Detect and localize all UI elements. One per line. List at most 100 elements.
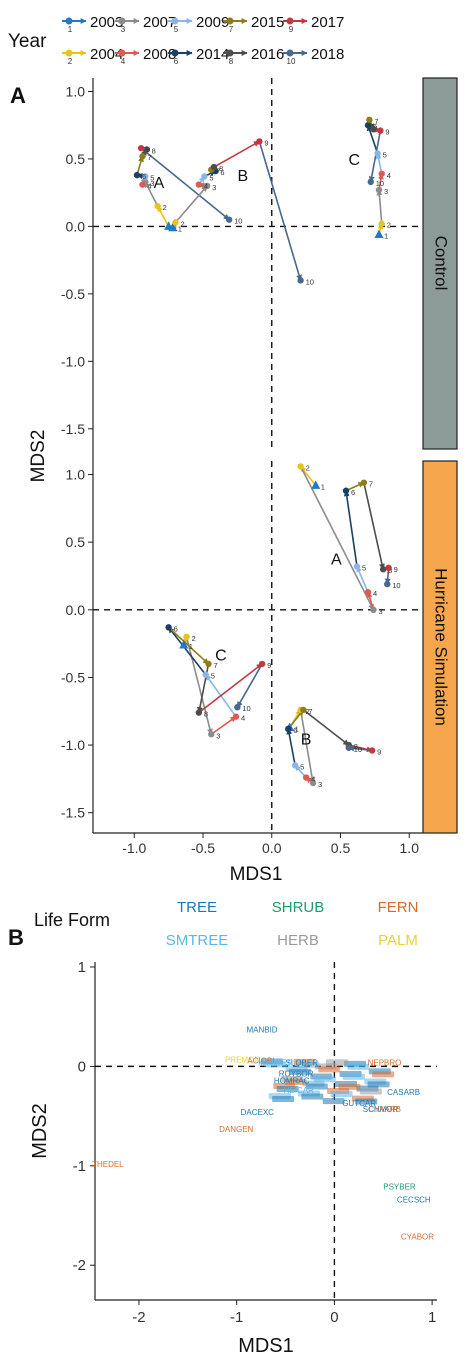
legend-key-dot: [65, 17, 73, 25]
trajectory-point: [139, 153, 146, 160]
trajectory-segment: [376, 189, 383, 224]
point-year-number: 10: [392, 581, 400, 590]
group-label: A: [154, 175, 165, 192]
trajectory-C: 12 3 4 5 6 7 8 9 10 C: [165, 624, 271, 740]
strip-control-label: Control: [432, 236, 451, 291]
trajectory-segment: [167, 626, 207, 676]
trajectory-point: [368, 747, 376, 754]
group-label: B: [238, 168, 249, 185]
species-mark: [372, 1071, 395, 1078]
trajectory-point: [258, 660, 266, 668]
species-mark: [313, 1076, 336, 1083]
point-year-number: 3: [384, 187, 388, 196]
trajectory-point: [300, 706, 307, 714]
trajectory-segment: [299, 709, 316, 784]
trajectory-segment: [185, 636, 213, 735]
year-legend: Year 1 2003 2 2004 3 2007 4 2008 5 2009 6 2014 7 2015…: [8, 14, 344, 66]
species-cluster: [260, 1058, 395, 1105]
species-label-cecsch: CECSCH: [397, 1196, 431, 1205]
x-tick-label: 1.0: [400, 840, 420, 856]
legend-year-label: 2008: [143, 46, 176, 63]
legend-item-2003: 1 2003: [62, 14, 123, 34]
trajectory-segment: [286, 728, 296, 766]
trajectory-segment: [210, 716, 237, 735]
legend-item-2008: 4 2008: [115, 46, 176, 66]
trajectory-point: [208, 731, 215, 738]
legend-year-label: 2016: [251, 46, 284, 63]
species-mark: [330, 1090, 353, 1097]
trajectory-segment: [302, 709, 350, 746]
trajectory-segment: [366, 124, 379, 154]
legend-item-2014: 6 2014: [168, 46, 229, 66]
species-label-dangen: DANGEN: [219, 1125, 253, 1134]
strip-control-background: [422, 77, 458, 450]
point-year-number: 1: [295, 724, 299, 733]
legend-key-number: 1: [68, 25, 73, 34]
trajectory-segment: [368, 130, 382, 183]
trajectory-point: [364, 589, 372, 596]
x-tick-label: -2: [132, 1309, 145, 1326]
species-label-dacexc: DACEXC: [241, 1108, 275, 1117]
point-year-number: 8: [388, 566, 392, 575]
species-label-schmor: SCHMOR: [363, 1105, 399, 1114]
trajectory-segment: [174, 185, 208, 223]
trajectory-segment: [345, 481, 365, 492]
y-tick-label: -0.5: [61, 669, 85, 685]
legend-year-label: 2014: [196, 46, 229, 63]
y-tick-label: -2: [73, 1257, 86, 1274]
legend-item-2009: 5 2009: [168, 14, 229, 34]
legend-key-dot: [226, 49, 234, 57]
y-tick-label: -1.5: [61, 805, 85, 821]
facet-strip-control: Control: [422, 77, 458, 450]
trajectory-point: [202, 671, 209, 678]
trajectory-point: [195, 709, 203, 716]
legend-key-number: 2: [68, 57, 73, 66]
group-label: C: [348, 152, 360, 169]
trajectory-point: [378, 170, 385, 177]
x-tick-label: 0.0: [262, 840, 282, 856]
life-form-legend-title: Life Form: [34, 910, 110, 930]
point-year-number: 7: [148, 153, 152, 162]
species-mark: [347, 1063, 370, 1070]
trajectory-point: [384, 580, 391, 588]
life-form-legend: Life Form TREE SHRUB FERN SMTREE HERB PALM: [34, 899, 418, 949]
point-year-number: 7: [374, 117, 378, 126]
legend-key-number: 10: [287, 57, 296, 66]
y-tick-label: 0: [78, 1058, 86, 1075]
species-label-cyaarb: CYAARB: [369, 1105, 401, 1114]
strip-hurricane-label: Hurricane Simulation: [432, 568, 451, 726]
life-form-tree: TREE: [177, 899, 217, 916]
strip-hurricane-background: [422, 460, 458, 834]
species-mark: [322, 1098, 345, 1105]
trajectory-point: [168, 222, 178, 232]
trajectory-point: [210, 163, 218, 171]
trajectory-segment: [299, 465, 317, 486]
point-year-number: 2: [163, 203, 167, 212]
species-mark: [318, 1066, 341, 1073]
point-year-number: 6: [351, 488, 355, 497]
legend-item-2017: 9 2017: [283, 14, 344, 34]
trajectory-point: [285, 725, 292, 733]
legend-key-dot: [171, 17, 179, 25]
trajectory-point: [234, 703, 241, 711]
trajectory-segment: [213, 140, 260, 168]
point-year-number: 4: [204, 182, 208, 191]
legend-key-dot: [171, 49, 179, 57]
point-year-number: 3: [318, 780, 322, 789]
trajectory-point: [195, 181, 203, 188]
y-tick-label: -1.0: [61, 737, 85, 753]
trajectory-point: [374, 150, 381, 157]
y-tick-label: 1.0: [66, 467, 86, 483]
point-year-number: 8: [219, 164, 223, 173]
legend-key-number: 7: [229, 25, 234, 34]
legend-key-number: 3: [121, 25, 126, 34]
trajectory-point: [302, 774, 310, 781]
point-year-number: 5: [150, 173, 154, 182]
x-tick-label: 0: [330, 1309, 338, 1326]
trajectory-point: [133, 171, 141, 179]
legend-key-number: 9: [289, 25, 294, 34]
legend-year-label: 2017: [311, 14, 344, 31]
point-year-number: 7: [216, 167, 220, 176]
